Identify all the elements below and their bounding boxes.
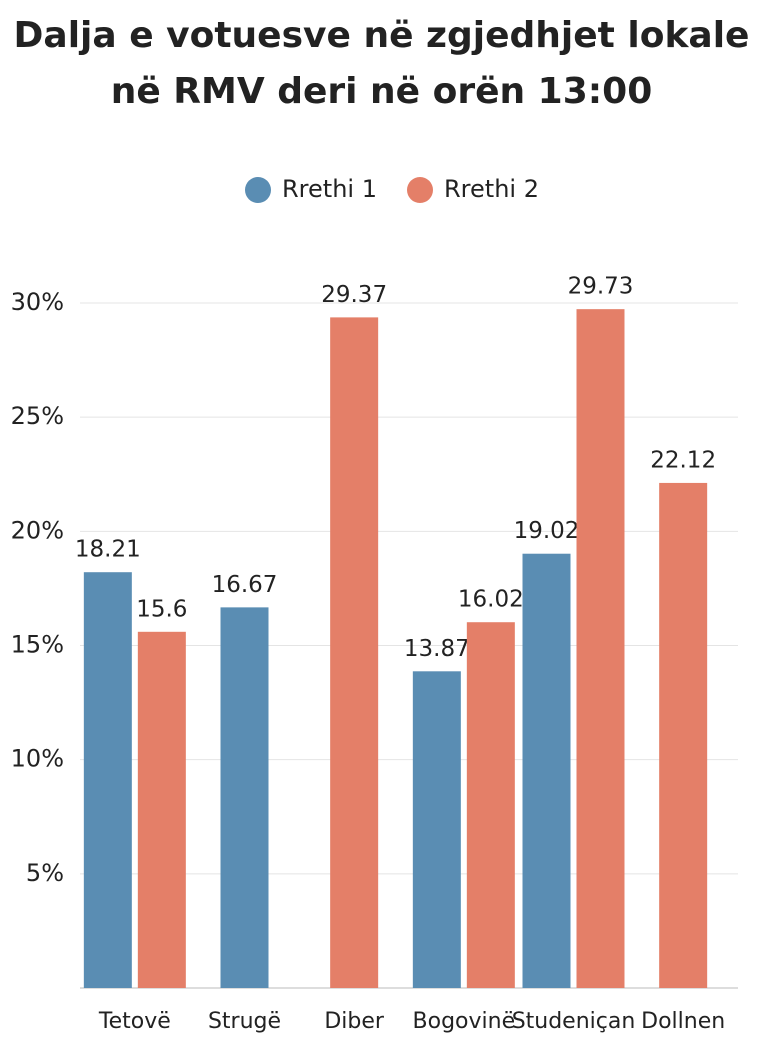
legend-swatch [245, 177, 271, 203]
y-tick-label: 25% [11, 402, 64, 430]
y-tick-label: 20% [11, 516, 64, 544]
bar [220, 607, 269, 988]
bar [659, 482, 708, 988]
y-tick-label: 10% [11, 745, 64, 773]
x-tick-label: Diber [324, 1009, 385, 1034]
bar [412, 671, 461, 988]
data-label: 13.87 [404, 636, 470, 662]
legend-label: Rrethi 1 [282, 175, 377, 203]
y-tick-label: 5% [26, 859, 64, 887]
legend-label: Rrethi 2 [444, 175, 539, 203]
data-label: 15.6 [136, 596, 187, 622]
bar [83, 572, 132, 988]
legend-swatch [407, 177, 433, 203]
bar [522, 553, 571, 988]
data-label: 29.37 [321, 282, 387, 308]
bar [576, 309, 625, 988]
bar [137, 631, 186, 988]
data-label: 22.12 [650, 447, 716, 473]
x-tick-label: Bogovinë [413, 1009, 516, 1034]
x-tick-label: Strugë [208, 1009, 281, 1034]
bar [330, 317, 379, 988]
data-label: 16.02 [458, 587, 524, 613]
x-tick-label: Studeniçan [512, 1009, 636, 1034]
data-label: 29.73 [568, 274, 634, 300]
x-tick-label: Dollnen [641, 1009, 725, 1034]
y-tick-label: 15% [11, 631, 64, 659]
bar [466, 622, 515, 988]
y-tick-label: 30% [11, 288, 64, 316]
data-label: 16.67 [212, 572, 278, 598]
x-tick-label: Tetovë [98, 1009, 171, 1034]
chart-title: Dalja e votuesve në zgjedhjet lokale në … [13, 15, 750, 112]
data-label: 18.21 [75, 537, 141, 563]
data-label: 19.02 [514, 518, 580, 544]
